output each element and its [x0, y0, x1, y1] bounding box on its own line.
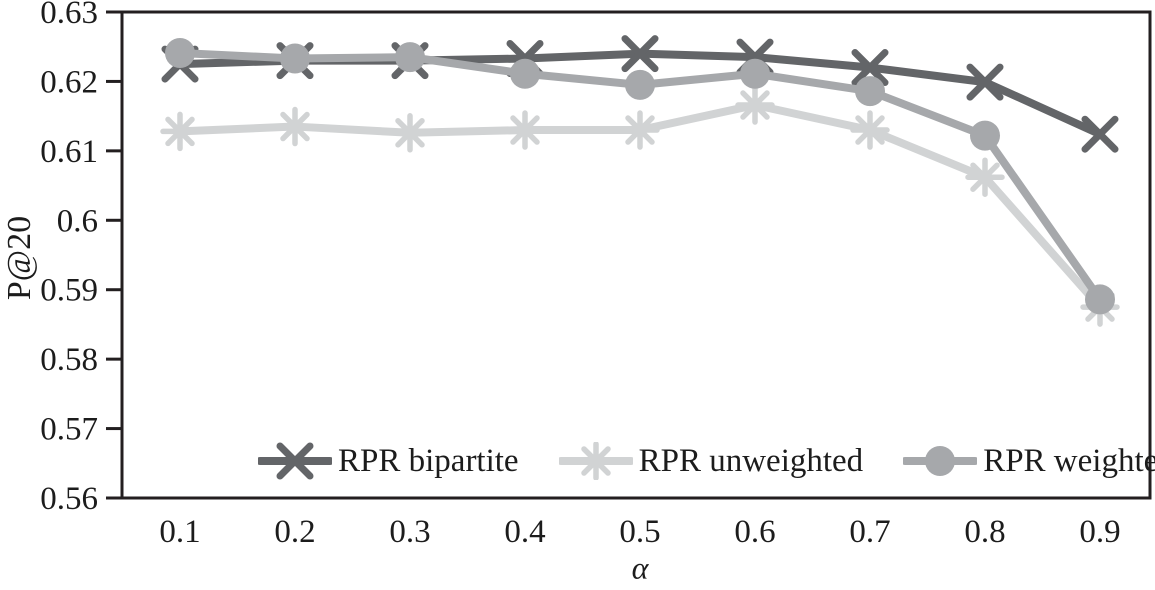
circle-marker — [970, 120, 1000, 151]
asterisk-marker — [505, 110, 545, 150]
x-marker — [1081, 115, 1119, 153]
circle-marker — [165, 37, 195, 68]
legend-label: RPR weighted — [983, 442, 1155, 479]
legend-marker-x-icon — [258, 442, 332, 480]
legend-item-rpr-weighted: RPR weighted — [903, 442, 1155, 480]
y-tick-label: 0.63 — [40, 0, 98, 31]
x-tick-label: 0.2 — [274, 514, 315, 550]
y-tick-label: 0.57 — [40, 412, 98, 448]
y-tick-label: 0.61 — [40, 134, 98, 170]
x-tick-label: 0.5 — [619, 514, 660, 550]
asterisk-marker — [850, 110, 890, 150]
circle-marker — [625, 69, 655, 100]
y-tick-label: 0.62 — [40, 64, 98, 100]
x-tick-label: 0.8 — [964, 514, 1005, 550]
x-tick-label: 0.6 — [734, 514, 775, 550]
asterisk-marker — [275, 106, 315, 147]
asterisk-marker — [390, 113, 430, 153]
x-tick-label: 0.3 — [389, 514, 430, 550]
y-tick-label: 0.6 — [57, 203, 98, 239]
asterisk-marker — [160, 111, 200, 152]
x-marker — [276, 442, 314, 480]
x-marker — [621, 35, 659, 73]
asterisk-marker — [575, 442, 616, 480]
x-tick-label: 0.9 — [1079, 514, 1120, 550]
legend-item-rpr-bipartite: RPR bipartite — [258, 442, 519, 480]
y-tick-label: 0.56 — [40, 481, 98, 517]
circle-marker — [280, 43, 310, 74]
x-axis-title: α — [631, 549, 649, 586]
plot-border — [120, 10, 1152, 500]
legend: RPR bipartite RPR unweighted RPR weighted — [258, 442, 1155, 480]
y-axis-title: P@20 — [1, 215, 38, 301]
series-rpr-unweighted — [160, 85, 1120, 327]
circle-marker — [740, 58, 770, 89]
asterisk-marker — [965, 157, 1005, 197]
legend-item-rpr-unweighted: RPR unweighted — [558, 442, 864, 480]
x-tick-label: 0.7 — [849, 514, 890, 550]
asterisk-marker — [735, 85, 775, 125]
circle-marker — [855, 76, 885, 107]
circle-marker — [510, 58, 540, 89]
asterisk-marker — [620, 110, 660, 150]
x-marker — [851, 49, 889, 87]
circle-marker — [925, 446, 956, 476]
y-tick-label: 0.59 — [40, 273, 98, 309]
circle-marker — [395, 42, 425, 73]
x-marker — [966, 63, 1004, 101]
x-tick-label: 0.4 — [504, 514, 545, 550]
y-tick-label: 0.58 — [40, 342, 98, 378]
legend-label: RPR unweighted — [638, 442, 864, 479]
legend-marker-circle-icon — [903, 446, 978, 476]
series-rpr-weighted — [165, 37, 1115, 315]
legend-marker-asterisk-icon — [558, 442, 633, 480]
circle-marker — [1085, 284, 1115, 315]
x-tick-label: 0.1 — [159, 514, 200, 550]
legend-label: RPR bipartite — [338, 442, 519, 479]
